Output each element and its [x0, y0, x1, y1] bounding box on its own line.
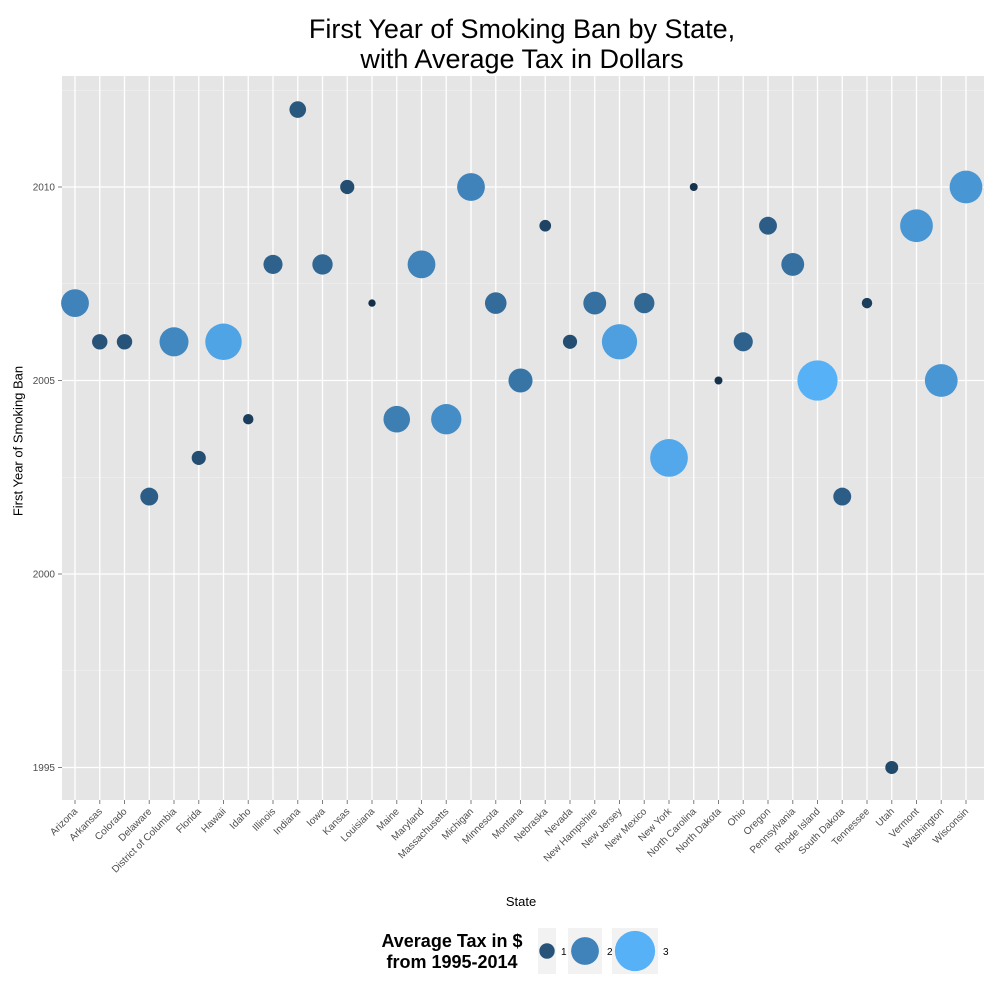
data-point: [61, 289, 89, 317]
data-point: [885, 761, 899, 774]
legend-key-label: 3: [663, 947, 669, 958]
y-tick-label: 2010: [33, 183, 56, 194]
data-point: [116, 334, 133, 350]
x-tick-label: Hawaii: [200, 806, 229, 835]
legend-key-label: 1: [561, 947, 567, 958]
chart-title-line-1: First Year of Smoking Ban by State,: [308, 14, 736, 44]
data-point: [368, 299, 376, 307]
data-point: [650, 439, 688, 477]
legend-key-circle: [614, 930, 656, 972]
data-point: [263, 254, 283, 274]
chart-title-line-2: with Average Tax in Dollars: [360, 44, 684, 74]
data-point: [634, 292, 655, 314]
data-point: [949, 170, 983, 204]
data-point: [159, 327, 189, 357]
data-point: [383, 405, 411, 433]
legend: 1 2 3: [538, 928, 669, 974]
data-point: [689, 183, 698, 191]
data-point: [243, 413, 254, 425]
data-point: [583, 291, 607, 315]
data-point: [601, 324, 638, 360]
y-axis-title: First Year of Smoking Ban: [10, 365, 26, 517]
data-point: [924, 364, 958, 397]
data-points: [61, 101, 983, 774]
y-tick-label: 2005: [33, 376, 56, 387]
legend-key-circle: [539, 943, 555, 959]
y-tick-label: 1995: [33, 763, 56, 774]
data-point: [833, 487, 852, 506]
x-tick-label: Florida: [174, 806, 204, 836]
x-tick-label: Indiana: [272, 806, 303, 837]
grid-minor: [62, 89, 984, 672]
data-point: [407, 250, 436, 279]
plot-panel: [62, 76, 984, 800]
data-point: [539, 219, 552, 232]
legend-title-line-1: Average Tax in $: [381, 931, 523, 951]
data-point: [92, 334, 108, 350]
y-tick-label: 2000: [33, 570, 56, 581]
data-point: [191, 450, 206, 465]
data-point: [733, 332, 753, 352]
legend-key-label: 2: [607, 947, 613, 958]
legend-title: Average Tax in $ from 1995-2014: [372, 931, 532, 973]
x-axis: ArizonaArkansasColoradoDelawareDistrict …: [48, 800, 971, 875]
data-point: [861, 297, 873, 309]
data-point: [900, 209, 933, 243]
data-point: [312, 254, 333, 275]
x-axis-title: State: [505, 894, 537, 909]
data-point: [431, 404, 462, 435]
data-point: [340, 179, 355, 195]
data-point: [508, 368, 533, 393]
data-point: [289, 101, 307, 118]
data-point: [797, 360, 838, 401]
data-point: [140, 487, 159, 506]
x-tick-label: Idaho: [228, 806, 254, 832]
data-point: [714, 376, 723, 385]
data-point: [484, 292, 507, 314]
y-axis: 1995 2000 2005 2010: [33, 183, 62, 774]
data-point: [205, 323, 242, 361]
data-point: [781, 252, 805, 276]
legend-title-line-2: from 1995-2014: [386, 952, 518, 972]
data-point: [457, 173, 485, 201]
legend-key-circle: [571, 937, 599, 965]
data-point: [759, 216, 777, 235]
data-point: [562, 334, 578, 349]
